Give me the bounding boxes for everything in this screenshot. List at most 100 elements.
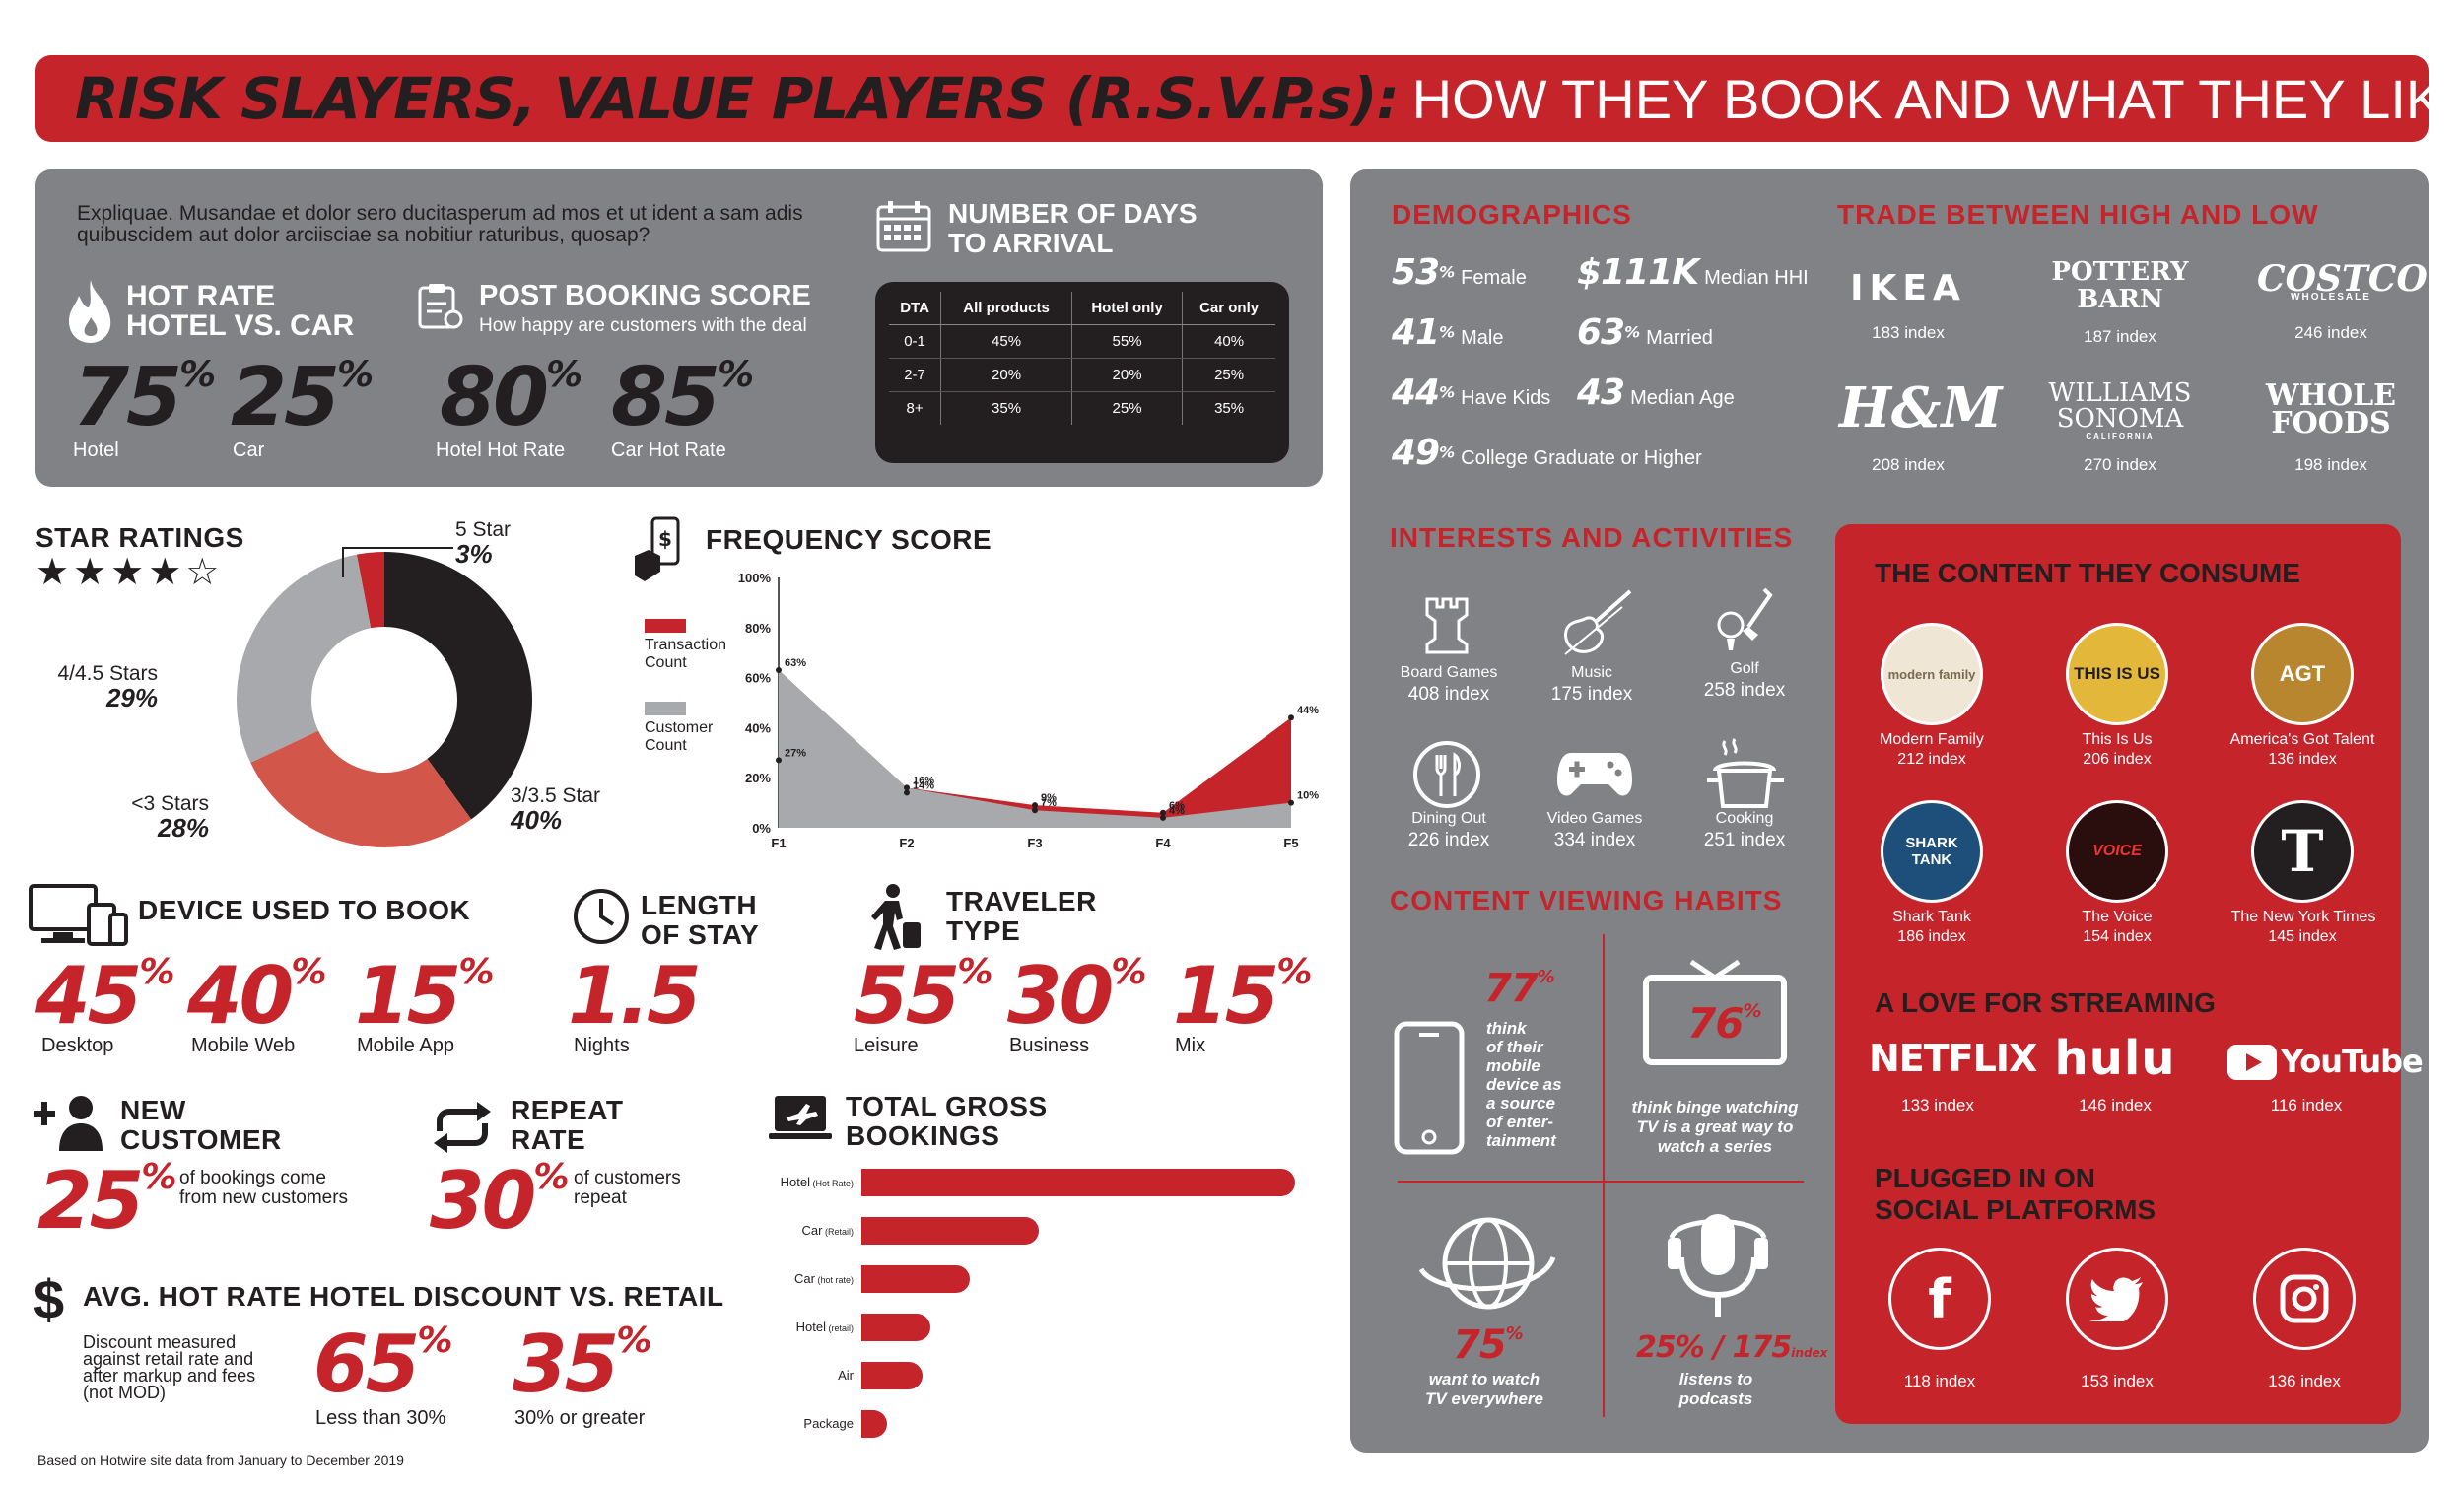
bar-label-sub: (Retail) bbox=[822, 1227, 854, 1237]
instagram-index: 136 index bbox=[2268, 1372, 2341, 1390]
hot-rate-car-label: Car bbox=[233, 440, 265, 461]
repeat-rate-desc: of customers repeat bbox=[574, 1169, 681, 1208]
demo-left-row: 49% College Graduate or Higher bbox=[1392, 433, 1702, 473]
gross-title-line1: TOTAL GROSS bbox=[846, 1091, 1048, 1121]
dta-cell: 40% bbox=[1182, 324, 1275, 359]
days-to-arrival-table: DTA All products Hotel only Car only 0-1 45%… bbox=[875, 282, 1289, 463]
bar bbox=[861, 1410, 888, 1438]
show-shark-tank: Shark Tank bbox=[1892, 909, 1971, 925]
modern-family-logo: modern family bbox=[1881, 623, 1983, 725]
agt-badge: AGT bbox=[2279, 661, 2326, 686]
gross-bookings-title: TOTAL GROSS BOOKINGS bbox=[846, 1092, 1048, 1151]
data-point bbox=[1288, 799, 1294, 806]
viewing-podcast-desc-line: podcasts bbox=[1678, 1389, 1753, 1408]
youtube-play-icon bbox=[2227, 1045, 2277, 1080]
twitter-icon[interactable] bbox=[2066, 1248, 2168, 1350]
williams-sonoma-index: 270 index bbox=[2084, 455, 2156, 474]
data-label: 9% bbox=[1041, 792, 1057, 804]
americas-got-talent-logo: AGT bbox=[2251, 623, 2354, 725]
length-of-stay-label: Nights bbox=[574, 1035, 630, 1056]
viewing-divider-horizontal bbox=[1398, 1181, 1804, 1183]
interests-title: INTERESTS AND ACTIVITIES bbox=[1390, 522, 1794, 553]
globe-icon bbox=[1418, 1217, 1556, 1310]
demo-left-label: Female bbox=[1461, 267, 1527, 289]
social-title-line1: PLUGGED IN ON bbox=[1875, 1163, 2096, 1193]
shark-tank-badge: SHARK TANK bbox=[1905, 835, 1958, 868]
viewing-globe-desc-line: want to watch bbox=[1428, 1370, 1540, 1388]
instagram-icon[interactable] bbox=[2253, 1248, 2356, 1350]
show-nyt-index: 145 index bbox=[2268, 928, 2337, 945]
dta-cell: 8+ bbox=[889, 391, 942, 425]
discount-30-greater-value: 35% bbox=[513, 1319, 652, 1410]
show-shark-tank-index: 186 index bbox=[1897, 928, 1966, 945]
viewing-mobile-desc-line: a source bbox=[1486, 1094, 1555, 1113]
device-mobile-web-value: 40% bbox=[187, 950, 327, 1042]
x-tick-label: F1 bbox=[771, 836, 786, 850]
legend-swatch-customer bbox=[645, 702, 686, 715]
laptop-plane-icon bbox=[769, 1096, 832, 1139]
dta-cell: 20% bbox=[940, 358, 1072, 392]
frequency-area-chart: 0% 20% 40% 60% 80% 100% 27% 14% 9% 6% 44% 63% 16% 7% 4… bbox=[738, 571, 1319, 850]
demo-left-label: Have Kids bbox=[1461, 387, 1551, 409]
costco-logo: COSTCO WHOLESALE bbox=[2257, 261, 2428, 303]
viewing-tv-desc-line: TV is a great way to bbox=[1636, 1117, 1794, 1136]
viewing-podcast-desc-line: listens to bbox=[1678, 1370, 1753, 1388]
interest-board-games-label: Board Games bbox=[1400, 664, 1498, 681]
hot-rate-hotel-value: 75% bbox=[73, 351, 217, 444]
data-label: 14% bbox=[913, 779, 934, 791]
hulu-logo: hulu bbox=[2054, 1031, 2176, 1086]
bar bbox=[861, 1362, 923, 1389]
demographics-title: DEMOGRAPHICS bbox=[1392, 199, 1632, 230]
post-booking-car-value: 85% bbox=[611, 351, 755, 444]
data-point bbox=[1032, 807, 1038, 814]
viewing-mobile-desc-line: of their bbox=[1486, 1038, 1543, 1056]
length-of-stay-title: LENGTH OF STAY bbox=[641, 891, 759, 950]
five-star-leader-line bbox=[342, 547, 453, 577]
viewing-mobile-desc-line: think bbox=[1486, 1019, 1527, 1038]
costco-index: 246 index bbox=[2294, 323, 2367, 342]
show-this-is-us: This Is Us bbox=[2082, 731, 2153, 748]
bar-label-main: Hotel bbox=[795, 1320, 826, 1334]
label-3-star-name: 3/3.5 Star bbox=[511, 784, 601, 807]
dollar-icon: $ bbox=[34, 1268, 65, 1330]
discount-desc-line3: after markup and fees bbox=[83, 1366, 256, 1386]
facebook-glyph: f bbox=[1928, 1267, 1951, 1330]
discount-desc-line2: against retail rate and bbox=[83, 1349, 254, 1369]
label-5-star-value: 3% bbox=[455, 539, 493, 569]
demo-left-row: 44% Have Kids bbox=[1392, 372, 1550, 413]
dta-cell: 20% bbox=[1071, 358, 1184, 392]
y-tick-label: 0% bbox=[752, 821, 771, 836]
bar-label: Car (hot rate) bbox=[729, 1271, 854, 1286]
bar-row: Hotel (Hot Rate) bbox=[729, 1169, 1321, 1198]
interest-cooking-label: Cooking bbox=[1715, 810, 1774, 827]
repeat-title-line2: RATE bbox=[511, 1124, 586, 1155]
data-label: 10% bbox=[1297, 790, 1319, 802]
donut-slice bbox=[236, 554, 372, 763]
facebook-icon[interactable]: f bbox=[1888, 1248, 1991, 1350]
microphone-icon bbox=[1668, 1214, 1768, 1317]
data-point bbox=[776, 757, 782, 764]
hot-rate-title: HOT RATE HOTEL VS. CAR bbox=[126, 282, 354, 341]
intro-text: Expliquae. Musandae et dolor sero ducita… bbox=[77, 202, 803, 246]
demo-right-label: Median HHI bbox=[1704, 267, 1809, 289]
los-title-line1: LENGTH bbox=[641, 890, 758, 920]
new-customer-desc: of bookings come from new customers bbox=[179, 1169, 348, 1208]
label-4-star: 4/4.5 Stars 29% bbox=[43, 662, 158, 711]
traveler-title-line2: TYPE bbox=[946, 915, 1021, 946]
viewing-title: CONTENT VIEWING HABITS bbox=[1390, 885, 1783, 915]
bar-label: Hotel (retail) bbox=[729, 1320, 854, 1334]
viewing-mobile-desc: think of their mobile device as a source… bbox=[1486, 1019, 1562, 1150]
data-point bbox=[1160, 814, 1166, 821]
new-customer-value: 25% bbox=[37, 1155, 177, 1247]
discount-desc-line1: Discount measured bbox=[83, 1332, 237, 1352]
demo-left-sup: % bbox=[1439, 382, 1456, 402]
twitter-bird-icon bbox=[2089, 1277, 2143, 1321]
data-label: 6% bbox=[1169, 800, 1185, 812]
instagram-camera-icon bbox=[2280, 1274, 2329, 1323]
viewing-tv-desc-line: think binge watching bbox=[1631, 1098, 1799, 1117]
dta-header-cell: DTA bbox=[889, 292, 942, 325]
x-tick-label: F2 bbox=[899, 836, 914, 850]
add-user-icon bbox=[34, 1096, 103, 1151]
nyt-badge: T bbox=[2281, 818, 2324, 885]
interest-golf-label: Golf bbox=[1730, 660, 1759, 677]
